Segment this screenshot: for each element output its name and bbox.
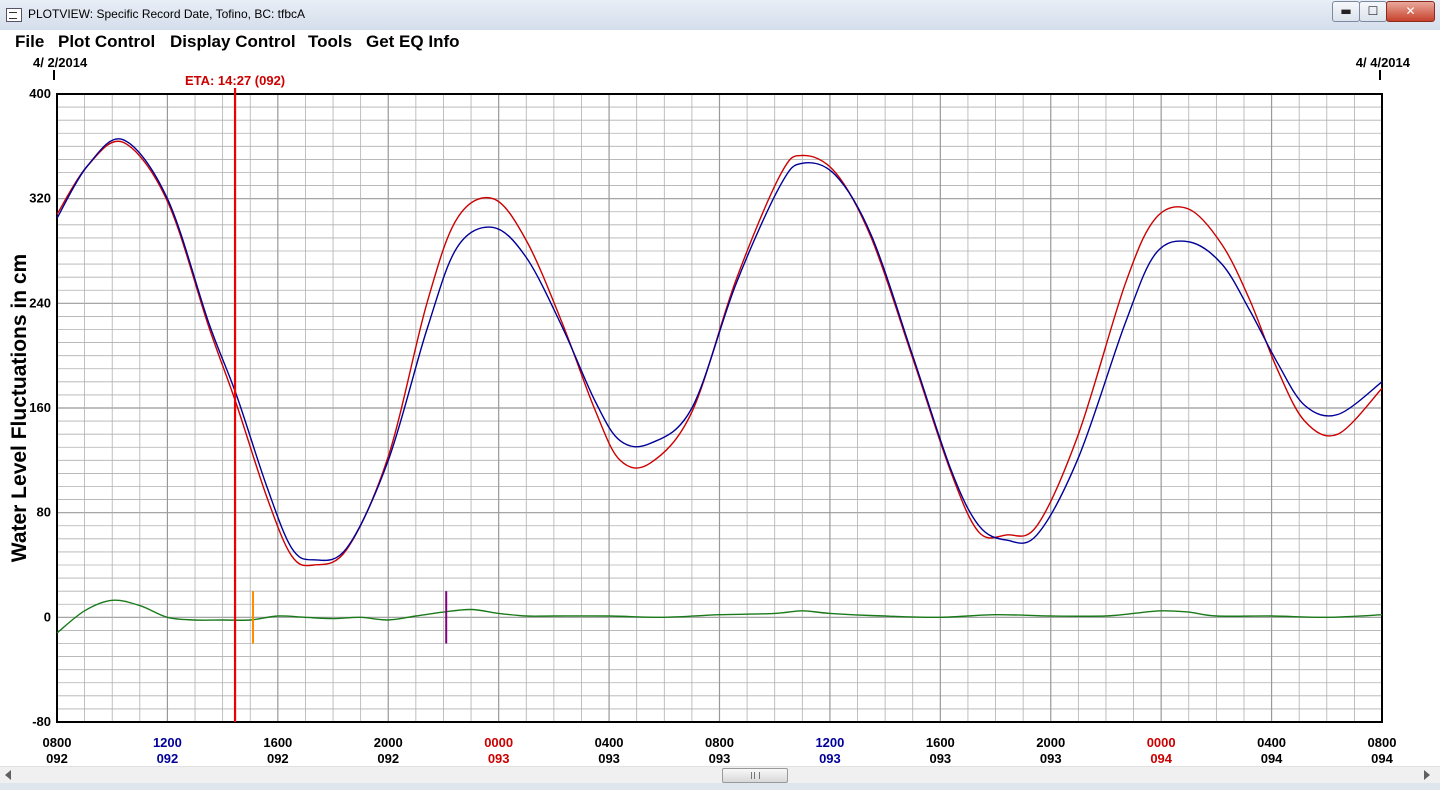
date-start-label: 4/ 2/2014	[33, 55, 88, 70]
x-tick-day-label: 092	[157, 751, 179, 766]
title-bar: PLOTVIEW: Specific Record Date, Tofino, …	[0, 0, 1440, 31]
y-tick-label: -80	[32, 714, 51, 729]
date-labels: 4/ 2/2014 4/ 4/2014	[33, 55, 1411, 80]
x-tick-labels: 0800092120009216000922000092000009304000…	[43, 735, 1397, 766]
y-tick-label: 240	[29, 295, 51, 310]
x-tick-time-label: 1200	[815, 735, 844, 750]
x-tick-time-label: 2000	[1036, 735, 1065, 750]
series-residual-line	[56, 599, 1383, 634]
y-tick-labels: -80 0 80 160 240 320 400	[29, 86, 51, 729]
x-tick-time-label: 0800	[43, 735, 72, 750]
app-icon	[6, 8, 22, 22]
grip-icon	[751, 772, 760, 779]
x-tick-time-label: 1200	[153, 735, 182, 750]
x-tick-time-label: 0800	[1368, 735, 1397, 750]
status-strip	[0, 783, 1440, 790]
window-title: PLOTVIEW: Specific Record Date, Tofino, …	[28, 7, 306, 21]
x-tick-day-label: 093	[598, 751, 620, 766]
x-tick-day-label: 094	[1371, 751, 1393, 766]
tide-chart: 4/ 2/2014 4/ 4/2014 ETA: 14:27 (092) Wat…	[8, 55, 1411, 766]
x-tick-time-label: 0000	[1147, 735, 1176, 750]
chart-grid	[56, 93, 1383, 723]
series-predicted-line	[56, 138, 1383, 562]
x-tick-time-label: 0000	[484, 735, 513, 750]
x-tick-time-label: 1600	[926, 735, 955, 750]
x-tick-day-label: 092	[46, 751, 68, 766]
menu-display-control[interactable]: Display Control	[170, 32, 296, 51]
close-button[interactable]: ✕	[1386, 1, 1435, 22]
x-tick-time-label: 2000	[374, 735, 403, 750]
scroll-thumb[interactable]	[722, 768, 788, 783]
scroll-left-arrow-icon[interactable]	[5, 770, 11, 780]
x-tick-day-label: 093	[709, 751, 731, 766]
x-tick-day-label: 092	[377, 751, 399, 766]
menu-tools[interactable]: Tools	[308, 32, 353, 51]
x-tick-time-label: 0400	[1257, 735, 1286, 750]
y-tick-label: 80	[37, 505, 51, 520]
x-tick-time-label: 1600	[263, 735, 292, 750]
x-tick-day-label: 094	[1261, 751, 1283, 766]
y-tick-label: 160	[29, 400, 51, 415]
x-tick-time-label: 0400	[595, 735, 624, 750]
menu-bar: File Plot Control Display Control Tools …	[0, 30, 1440, 52]
minimize-button[interactable]: ▬	[1332, 1, 1360, 22]
x-tick-day-label: 093	[929, 751, 951, 766]
event-markers	[233, 88, 448, 722]
x-tick-day-label: 093	[819, 751, 841, 766]
menu-get-eq-info[interactable]: Get EQ Info	[366, 32, 460, 51]
date-end-label: 4/ 4/2014	[1356, 55, 1411, 70]
x-tick-time-label: 0800	[705, 735, 734, 750]
y-axis-label: Water Level Fluctuations in cm	[8, 254, 31, 562]
y-tick-label: 0	[44, 609, 51, 624]
series-lines	[56, 138, 1383, 634]
menu-file[interactable]: File	[15, 32, 45, 51]
x-tick-day-label: 094	[1150, 751, 1172, 766]
x-tick-day-label: 092	[267, 751, 289, 766]
menu-plot-control[interactable]: Plot Control	[58, 32, 156, 51]
horizontal-scrollbar[interactable]	[0, 766, 1440, 783]
y-tick-label: 320	[29, 191, 51, 206]
maximize-button[interactable]: ☐	[1359, 1, 1387, 22]
eta-label: ETA: 14:27 (092)	[185, 73, 285, 88]
plot-frame	[56, 93, 1383, 723]
x-tick-day-label: 093	[488, 751, 510, 766]
scroll-right-arrow-icon[interactable]	[1424, 770, 1430, 780]
y-tick-label: 400	[29, 86, 51, 101]
x-tick-day-label: 093	[1040, 751, 1062, 766]
